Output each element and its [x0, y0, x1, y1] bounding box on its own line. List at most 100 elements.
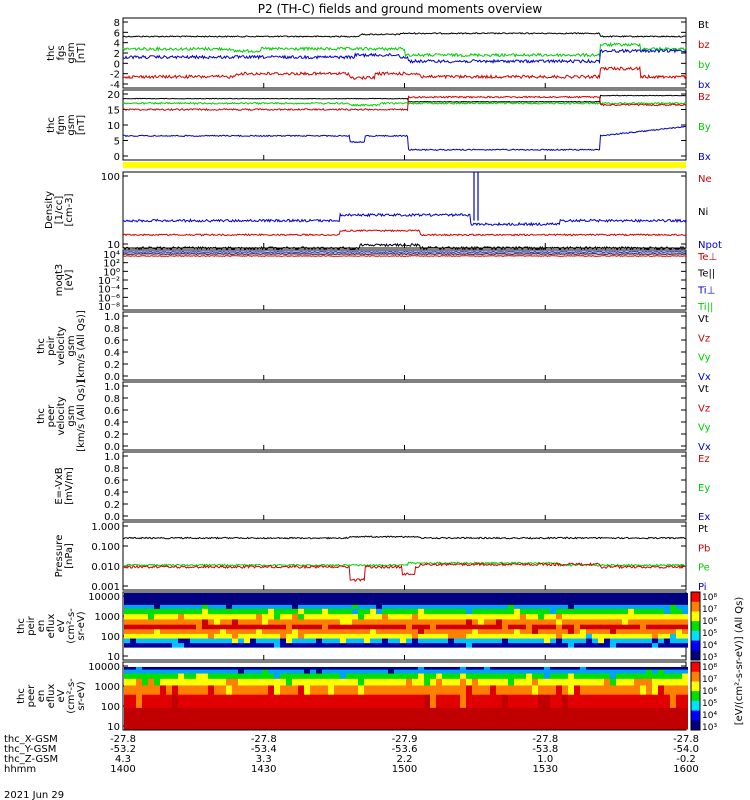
spectrogram-cell — [622, 624, 628, 630]
spectrogram-cell — [538, 643, 544, 648]
spectrogram-cell — [490, 614, 496, 620]
spectrogram-cell — [394, 678, 400, 686]
spectrogram-cell — [388, 608, 394, 615]
spectrogram-cell — [532, 678, 538, 686]
ytick-label: 0.6 — [104, 336, 120, 347]
spectrogram-cell — [274, 669, 280, 675]
spectrogram-cell — [532, 638, 538, 644]
spectrogram-cell — [124, 624, 130, 630]
spectrogram-cell — [520, 643, 526, 648]
spectrogram-cell — [424, 633, 430, 640]
spectrogram-cell — [208, 673, 214, 680]
spectrogram-cell — [166, 619, 172, 626]
spectrogram-cell — [352, 604, 358, 610]
spectrogram-cell — [328, 673, 334, 680]
spectrogram-cell — [214, 604, 220, 610]
spectrogram-cell — [214, 593, 220, 606]
ephem-value: -27.9 — [392, 734, 418, 745]
spectrogram-cell — [664, 666, 670, 671]
spectrogram-cell — [556, 604, 562, 610]
spectrogram-cell — [424, 614, 430, 620]
spectrogram-cell — [400, 685, 406, 696]
spectrogram-cell — [454, 608, 460, 615]
spectrogram-cell — [514, 678, 520, 686]
spectrogram-cell — [622, 633, 628, 640]
spectrogram-cell — [172, 619, 178, 626]
spectrogram-cell — [322, 593, 328, 606]
spectrogram-cell — [472, 694, 478, 709]
spectrogram-cell — [454, 707, 460, 730]
spectrogram-cell — [190, 694, 196, 709]
spectrogram-cell — [442, 707, 448, 730]
ytick-label: 0.2 — [104, 430, 120, 441]
spectrogram-cell — [328, 633, 334, 640]
ytick-label: 10 — [107, 240, 120, 251]
spectrogram-cell — [280, 669, 286, 675]
spectrogram-cell — [394, 633, 400, 640]
series-Ne — [122, 229, 687, 237]
spectrogram-cell — [148, 707, 154, 730]
spectrogram-cell — [142, 707, 148, 730]
spectrogram-cell — [358, 604, 364, 610]
spectrogram-cell — [568, 633, 574, 640]
spectrogram-cell — [172, 633, 178, 640]
spectrogram-cell — [514, 638, 520, 644]
spectrogram-cell — [274, 629, 280, 635]
spectrogram-cell — [448, 604, 454, 610]
spectrogram-cell — [400, 638, 406, 644]
spectrogram-cell — [352, 629, 358, 635]
spectrogram-cell — [442, 614, 448, 620]
spectrogram-cell — [292, 608, 298, 615]
series-Pb — [122, 562, 687, 582]
spectrogram-cell — [166, 633, 172, 640]
spectrogram-cell — [304, 643, 310, 648]
spectrogram-cell — [214, 673, 220, 680]
spectrogram-cell — [136, 629, 142, 635]
spectrogram-cell — [352, 638, 358, 644]
spectrogram-cell — [256, 633, 262, 640]
spectrogram-cell — [568, 608, 574, 615]
spectrogram-cell — [658, 678, 664, 686]
spectrogram-cell — [574, 604, 580, 610]
spectrogram-cell — [526, 624, 532, 630]
spectrogram-cell — [424, 669, 430, 675]
spectrogram-cell — [166, 707, 172, 730]
spectrogram-cell — [184, 619, 190, 626]
spectrogram-cell — [226, 666, 232, 671]
ylabel-line: [eV] — [64, 270, 75, 291]
spectrogram-cell — [646, 629, 652, 635]
spectrogram-cell — [166, 643, 172, 648]
spectrogram-cell — [190, 707, 196, 730]
spectrogram-cell — [478, 624, 484, 630]
spectrogram-cell — [154, 666, 160, 671]
spectrogram-cell — [148, 619, 154, 626]
spectrogram-cell — [364, 694, 370, 709]
spectrogram-cell — [136, 694, 142, 709]
spectrogram-cell — [412, 608, 418, 615]
spectrogram-cell — [412, 694, 418, 709]
spectrogram-cell — [634, 633, 640, 640]
spectrogram-cell — [682, 633, 688, 640]
spectrogram-cell — [328, 624, 334, 630]
legend-bz: bz — [698, 40, 710, 51]
spectrogram-cell — [610, 619, 616, 626]
spectrogram-cell — [346, 629, 352, 635]
spectrogram-cell — [622, 608, 628, 615]
ytick-label: 0.4 — [104, 348, 120, 359]
spectrogram-cell — [196, 633, 202, 640]
spectrogram-cell — [520, 678, 526, 686]
spectrogram-cell — [154, 694, 160, 709]
panel-frame-vi — [122, 311, 687, 381]
spectrogram-cell — [586, 673, 592, 680]
spectrogram-cell — [172, 669, 178, 675]
spectrogram-cell — [508, 643, 514, 648]
spectrogram-cell — [184, 707, 190, 730]
spectrogram-cell — [454, 669, 460, 675]
spectrogram-cell — [550, 678, 556, 686]
spectrogram-cell — [604, 707, 610, 730]
spectrogram-cell — [394, 624, 400, 630]
spectrogram-cell — [298, 694, 304, 709]
spectrogram-cell — [652, 619, 658, 626]
spectrogram-cell — [232, 614, 238, 620]
